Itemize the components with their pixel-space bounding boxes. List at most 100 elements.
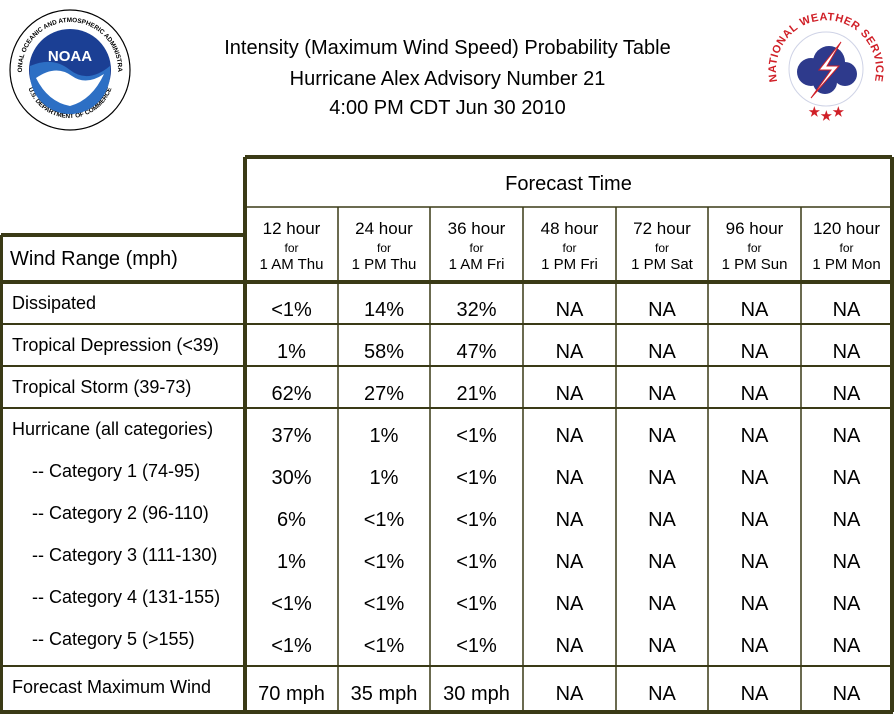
data-cell: <1% <box>456 635 497 657</box>
column-header-valid-time: 1 PM Sun <box>721 256 788 273</box>
data-cell: <1% <box>456 467 497 489</box>
data-cell: NA <box>555 299 584 321</box>
chart-subtitle-advisory: Hurricane Alex Advisory Number 21 <box>289 68 606 90</box>
data-cell: NA <box>740 299 769 321</box>
data-cell: NA <box>648 509 676 531</box>
data-cell: NA <box>555 341 584 363</box>
data-cell: NA <box>740 635 769 657</box>
data-cell: <1% <box>456 425 497 447</box>
data-cell: NA <box>740 509 769 531</box>
data-cell: NA <box>648 467 676 489</box>
column-header-for: for <box>284 241 299 255</box>
data-cell: NA <box>832 341 861 363</box>
data-cell: 37% <box>271 425 312 447</box>
data-cell: 58% <box>363 341 405 363</box>
column-header-for: for <box>469 241 484 255</box>
column-header-hour: 12 hour <box>262 219 321 238</box>
data-cell: <1% <box>363 509 405 531</box>
column-header-for: for <box>562 241 577 255</box>
data-cell: NA <box>555 383 584 405</box>
row-label: Tropical Depression (<39) <box>12 335 219 355</box>
data-cell: 14% <box>363 299 405 321</box>
data-cell: <1% <box>456 593 497 615</box>
data-cell: <1% <box>363 635 405 657</box>
column-header-for: for <box>376 241 391 255</box>
row-label: Dissipated <box>12 293 97 313</box>
row-label: Tropical Storm (39-73) <box>12 377 192 397</box>
data-cell: 30% <box>271 467 312 489</box>
data-cell: 1% <box>369 425 399 447</box>
data-cell: 47% <box>456 341 497 363</box>
data-cell: NA <box>648 683 676 705</box>
chart-title: Intensity (Maximum Wind Speed) Probabili… <box>224 37 671 59</box>
data-cell: NA <box>648 635 676 657</box>
row-label: Forecast Maximum Wind <box>12 677 212 697</box>
noaa-logo-icon: NATIONAL OCEANIC AND ATMOSPHERIC ADMINIS… <box>8 8 131 131</box>
row-label: Hurricane (all categories) <box>12 419 214 439</box>
data-cell: 35 mph <box>350 683 418 705</box>
data-cell: NA <box>832 593 861 615</box>
data-cell: 1% <box>277 551 306 573</box>
row-label: -- Category 2 (96-110) <box>32 503 209 523</box>
column-header-hour: 48 hour <box>540 219 599 238</box>
data-cell: 6% <box>277 509 306 531</box>
data-cell: <1% <box>271 635 312 657</box>
data-cell: <1% <box>456 551 497 573</box>
data-cell: NA <box>740 683 769 705</box>
data-cell: 32% <box>456 299 497 321</box>
data-cell: NA <box>555 635 584 657</box>
data-cell: NA <box>648 551 676 573</box>
wind-range-header: Wind Range (mph) <box>10 248 178 270</box>
data-cell: <1% <box>363 551 405 573</box>
column-header-hour: 96 hour <box>725 219 784 238</box>
data-cell: NA <box>740 467 769 489</box>
row-label: -- Category 1 (74-95) <box>32 461 201 481</box>
data-cell: NA <box>832 635 861 657</box>
data-cell: NA <box>648 383 676 405</box>
column-header-for: for <box>839 241 854 255</box>
column-header-valid-time: 1 PM Mon <box>812 256 881 273</box>
data-cell: 21% <box>456 383 497 405</box>
data-cell: NA <box>555 551 584 573</box>
data-cell: NA <box>648 341 676 363</box>
data-cell: NA <box>832 467 861 489</box>
data-cell: NA <box>832 383 861 405</box>
data-cell: 1% <box>277 341 306 363</box>
data-cell: NA <box>648 425 676 447</box>
data-cell: NA <box>648 299 676 321</box>
data-cell: <1% <box>363 593 405 615</box>
column-header-hour: 120 hour <box>812 219 881 238</box>
row-label: -- Category 4 (131-155) <box>32 587 221 607</box>
nws-logo-icon: NATIONAL WEATHER SERVICE <box>767 11 884 127</box>
column-header-for: for <box>654 241 669 255</box>
data-cell: NA <box>740 341 769 363</box>
data-cell: <1% <box>456 509 497 531</box>
data-cell: NA <box>740 593 769 615</box>
data-cell: 30 mph <box>443 683 510 705</box>
data-cell: NA <box>555 425 584 447</box>
column-header-valid-time: 1 AM Thu <box>259 256 324 273</box>
chart-subtitle-time: 4:00 PM CDT Jun 30 2010 <box>329 97 566 119</box>
data-cell: <1% <box>271 299 312 321</box>
column-header-valid-time: 1 PM Sat <box>631 256 693 273</box>
data-cell: 1% <box>369 467 399 489</box>
row-label: -- Category 5 (>155) <box>32 629 195 649</box>
data-cell: NA <box>555 509 584 531</box>
data-cell: NA <box>555 593 584 615</box>
data-cell: NA <box>740 551 769 573</box>
data-cell: NA <box>832 509 861 531</box>
data-cell: NA <box>740 383 769 405</box>
data-cell: NA <box>648 593 676 615</box>
column-header-valid-time: 1 PM Thu <box>351 256 417 273</box>
column-header-for: for <box>747 241 762 255</box>
data-cell: 62% <box>271 383 312 405</box>
data-cell: NA <box>740 425 769 447</box>
column-header-valid-time: 1 AM Fri <box>448 256 505 273</box>
forecast-time-header: Forecast Time <box>505 173 632 195</box>
data-cell: 70 mph <box>258 683 325 705</box>
data-cell: NA <box>832 551 861 573</box>
data-cell: NA <box>832 425 861 447</box>
noaa-center-text: NOAA <box>48 48 92 65</box>
column-header-hour: 24 hour <box>355 219 413 238</box>
